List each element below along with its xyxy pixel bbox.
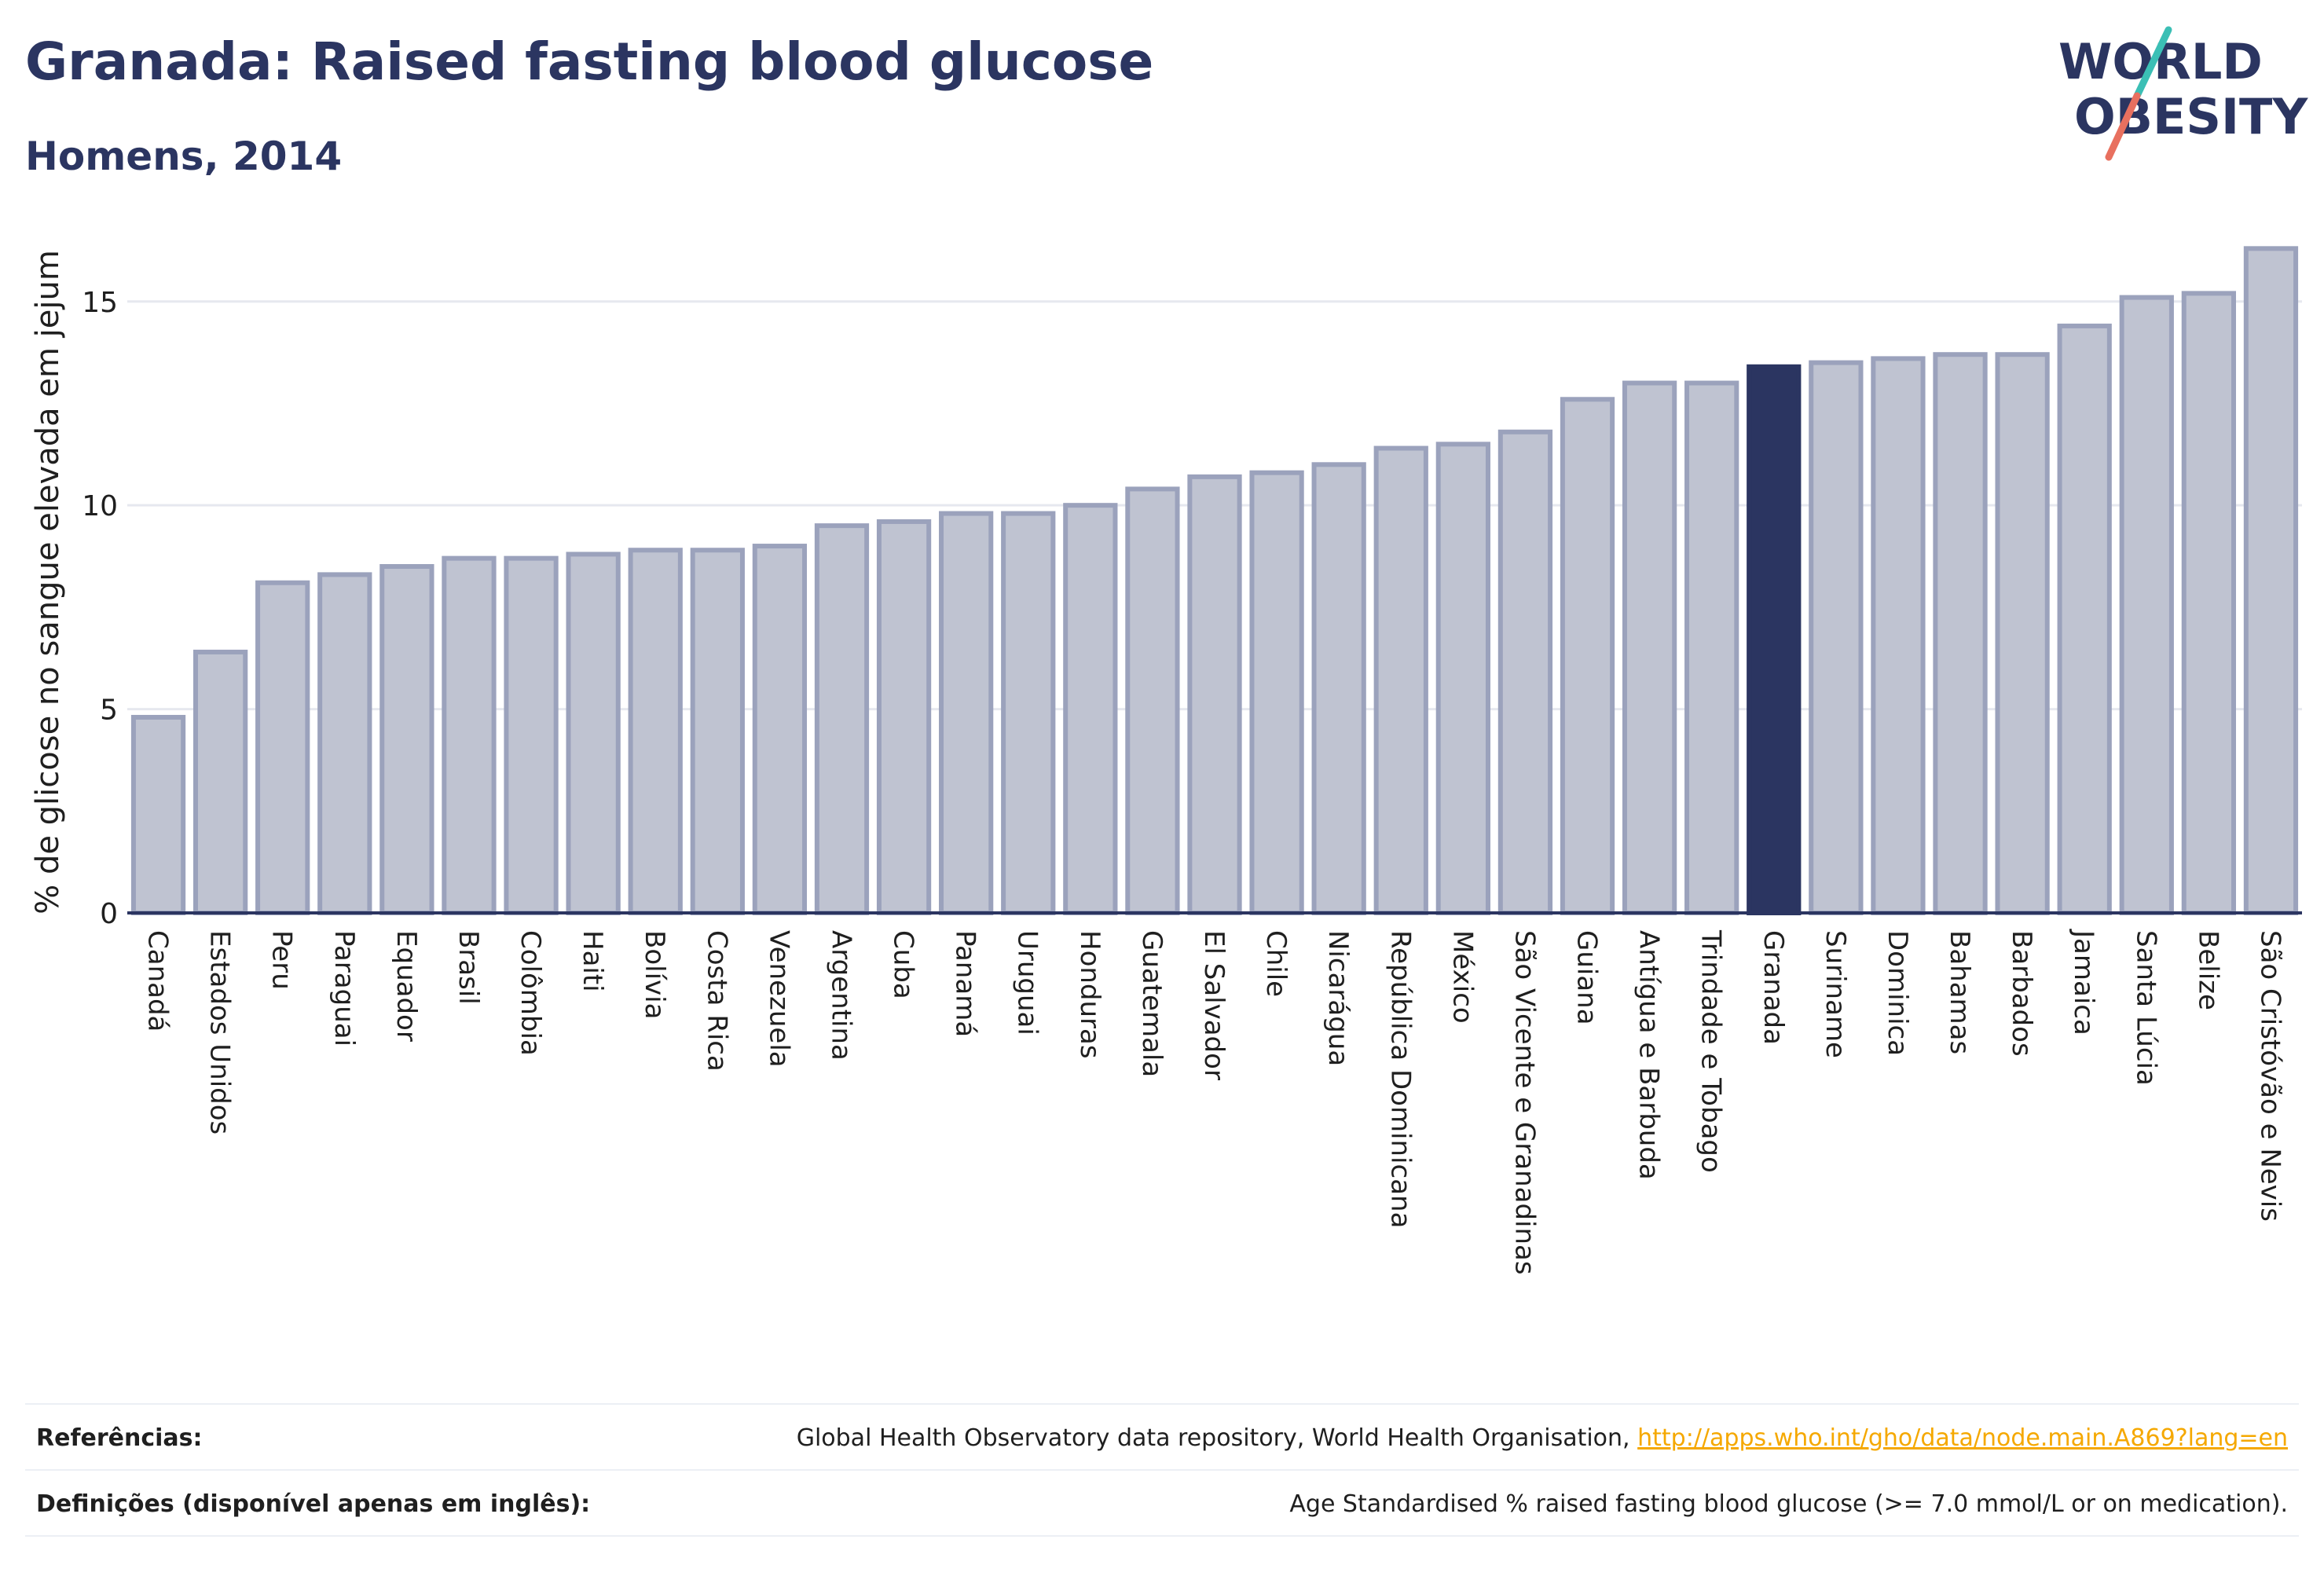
definitions-row: Definições (disponível apenas em inglês)… [25,1471,2299,1537]
definitions-text: Age Standardised % raised fasting blood … [1289,1490,2288,1518]
bar[interactable] [2057,323,2112,915]
x-tick-label: Canadá [142,930,174,1032]
bar[interactable] [1311,462,1366,915]
y-tick-label: 10 [82,490,118,522]
bar[interactable] [939,511,994,915]
x-tick-label: México [1446,930,1478,1024]
bar[interactable] [690,548,745,915]
bar[interactable] [442,555,497,915]
bar[interactable] [876,519,932,915]
y-tick-label: 5 [100,695,118,727]
bar[interactable] [1063,503,1118,915]
bar[interactable] [1001,511,1056,915]
bar[interactable] [752,544,808,915]
bar-chart: 0 5 10 15 Canadá Estados Unidos Peru Paraguai E… [30,246,2302,1275]
bar[interactable] [192,649,248,915]
bar[interactable] [1871,356,1926,915]
x-tick-label: Nicarágua [1322,930,1354,1066]
x-tick-label: Antígua e Barbuda [1633,930,1665,1180]
x-tick-label: Jamaica [2068,929,2099,1035]
bar[interactable] [1435,442,1490,915]
bar[interactable] [1622,380,1677,915]
references-row: Referências: Global Health Observatory d… [25,1405,2299,1471]
x-tick-label: El Salvador [1198,930,1230,1080]
x-tick-label: São Vicente e Granadinas [1508,930,1540,1275]
logo-word-obesity: OBESITY [2074,88,2308,145]
x-tick-label: Estados Unidos [204,930,236,1134]
x-tick-label: Venezuela [763,930,794,1068]
bar[interactable] [1497,429,1553,915]
x-tick-label: Granada [1758,930,1789,1045]
references-value: Global Health Observatory data repositor… [797,1424,2299,1452]
x-tick-label: São Cristóvão e Nevis [2254,930,2286,1222]
logo-slash-teal [2133,26,2172,100]
bar[interactable] [1995,352,2050,915]
bar[interactable] [566,552,621,915]
footer-divider-middle [25,1469,2299,1471]
footer-divider-top [25,1403,2299,1405]
x-tick-label: Barbados [2006,930,2037,1057]
references-label: Referências: [36,1424,203,1452]
bar[interactable] [814,523,870,916]
footer-divider-bottom [25,1535,2299,1537]
x-tick-label: Haiti [577,930,608,992]
x-tick-label: Honduras [1074,930,1105,1059]
x-tick-label: Equador [390,930,422,1042]
x-tick-labels: Canadá Estados Unidos Peru Paraguai Equador B… [142,929,2286,1275]
chart-title: Granada: Raised fasting blood glucose [25,31,1154,92]
logo-slash-coral [2105,92,2141,161]
y-axis-label: % de glicose no sangue elevada em jejum [30,250,66,914]
definitions-label: Definições (disponível apenas em inglês)… [36,1490,591,1518]
bar[interactable] [1560,397,1615,915]
bar[interactable] [130,714,186,916]
references-link[interactable]: http://apps.who.int/gho/data/node.main.A… [1637,1424,2288,1452]
x-tick-label: Panamá [950,930,981,1037]
x-tick-label: Colômbia [515,930,546,1056]
x-tick-label: Bahamas [1944,930,1975,1054]
x-tick-label: Brasil [453,930,484,1005]
bars [130,246,2299,916]
bar[interactable] [1125,486,1180,915]
x-tick-label: Dominica [1882,930,1913,1056]
x-tick-label: Chile [1260,930,1292,997]
bar[interactable] [504,555,559,915]
bar[interactable] [1187,474,1242,915]
x-tick-label: Cuba [888,930,919,999]
y-tick-labels: 0 5 10 15 [82,287,118,930]
x-tick-label: Peru [266,930,298,990]
x-tick-label: Argentina [825,930,856,1061]
world-obesity-logo: WORLD OBESITY [2058,26,2308,161]
x-tick-label: Guatemala [1136,930,1167,1077]
bar[interactable] [2181,291,2237,915]
bar[interactable] [255,580,310,915]
y-tick-label: 0 [100,898,118,930]
x-tick-label: Paraguai [328,930,360,1046]
bar[interactable] [1809,360,1864,915]
bar[interactable] [1933,352,1988,915]
x-tick-label: Trindade e Tobago [1695,929,1727,1173]
bar[interactable] [317,572,372,915]
bar-highlighted[interactable] [1747,364,1802,915]
bar[interactable] [2119,295,2174,915]
x-tick-label: Costa Rica [701,930,732,1072]
x-tick-label: Bolívia [639,930,670,1019]
y-tick-label: 15 [82,287,118,319]
bar[interactable] [1684,380,1739,915]
references-text: Global Health Observatory data repositor… [796,1424,1630,1452]
x-tick-label: Guiana [1571,930,1603,1025]
x-tick-label: República Dominicana [1384,930,1416,1228]
x-tick-label: Uruguai [1012,930,1043,1035]
x-tick-label: Santa Lúcia [2130,930,2161,1086]
x-tick-label: Belize [2192,930,2223,1010]
bar[interactable] [2243,246,2299,916]
bar[interactable] [1373,445,1428,915]
bar[interactable] [379,564,434,915]
chart-subtitle: Homens, 2014 [25,134,343,179]
bar[interactable] [628,548,683,915]
bar[interactable] [1249,470,1304,915]
x-tick-label: Suriname [1820,930,1851,1058]
